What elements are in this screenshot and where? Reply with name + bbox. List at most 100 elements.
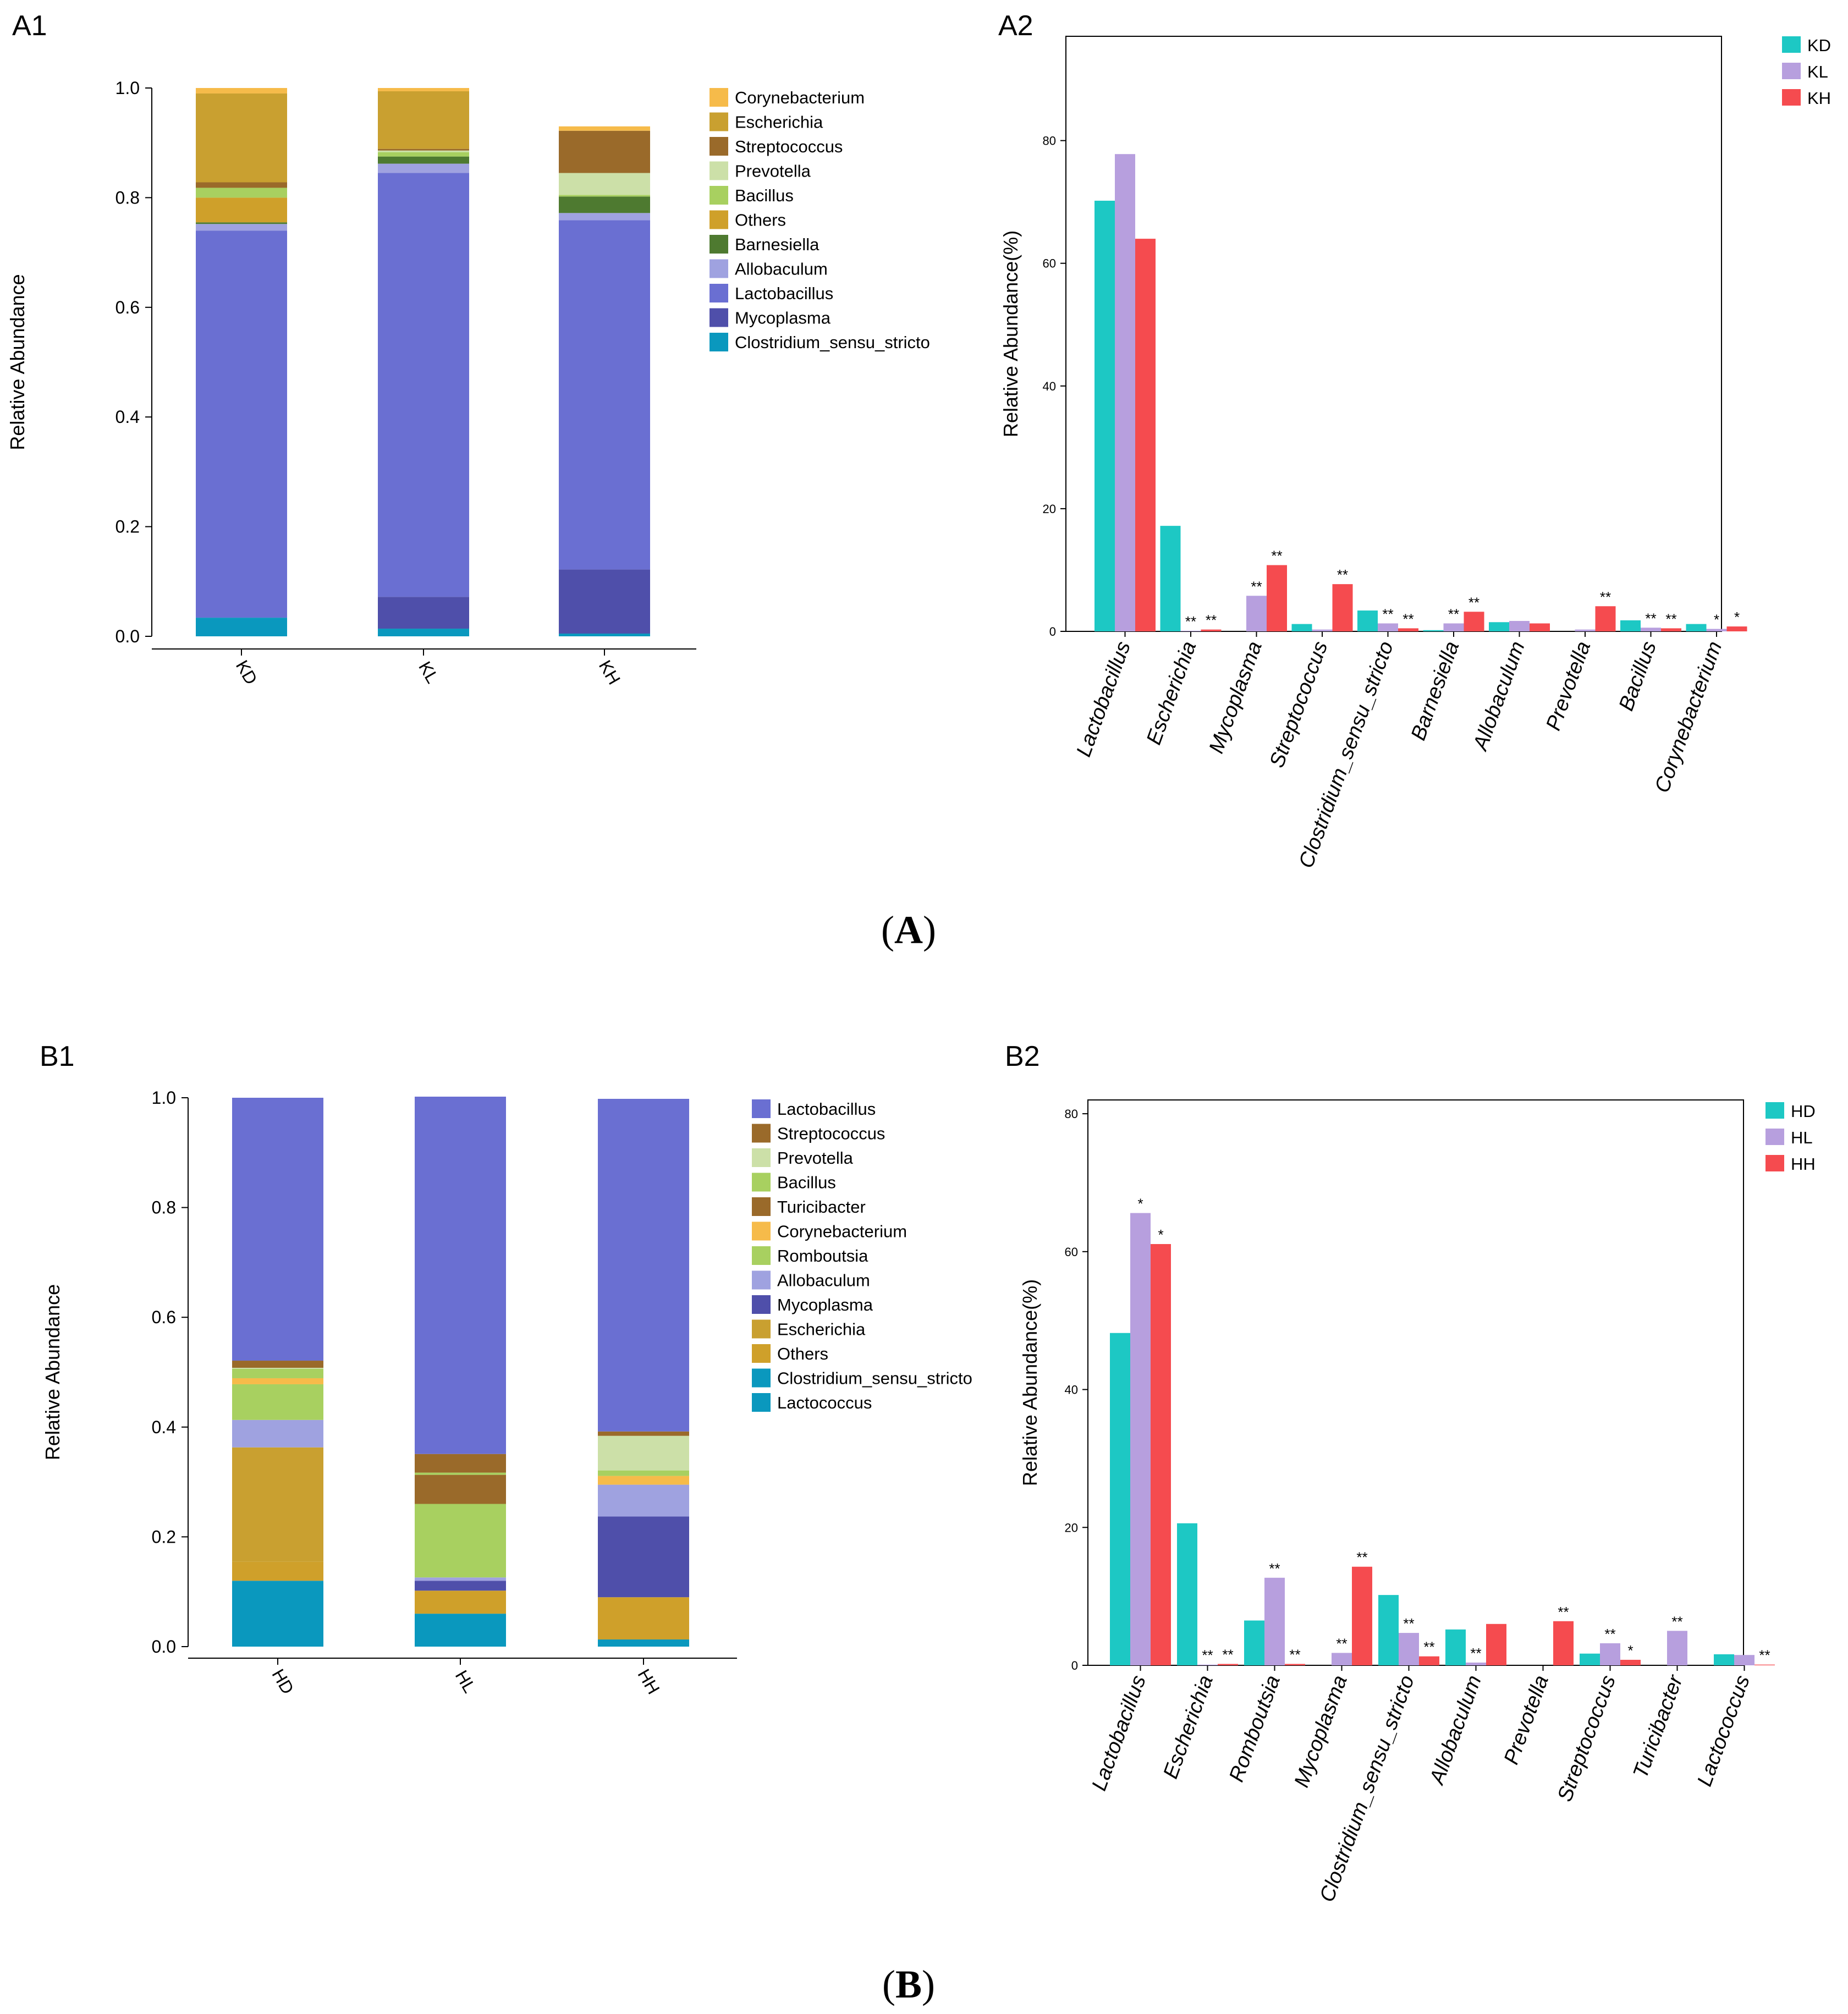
b1-legend-swatch-bacillus — [752, 1173, 771, 1192]
a2-y-tick-label: 0 — [1049, 625, 1056, 639]
b2-bar-lactococcus-hd — [1714, 1654, 1734, 1665]
b1-legend-swatch-streptococcus — [752, 1124, 771, 1143]
a1-legend-label-corynebacterium: Corynebacterium — [735, 88, 865, 107]
a1-bar-kh-allobaculum — [559, 213, 650, 221]
b1-bar-hh-clostridium-sensu-stricto — [598, 1639, 689, 1647]
b2-sig-escherichia-hl: ** — [1202, 1647, 1213, 1664]
a2-bar-corynebacterium-kh — [1726, 626, 1747, 631]
a1-legend-label-clostridium-sensu-stricto: Clostridium_sensu_stricto — [735, 333, 930, 352]
b1-legend-swatch-romboutsia — [752, 1246, 771, 1265]
a2-bar-streptococcus-kd — [1291, 624, 1312, 631]
b2-bar-lactobacillus-hd — [1110, 1333, 1130, 1665]
b1-legend-label-bacillus: Bacillus — [777, 1173, 836, 1192]
a2-y-tick-label: 80 — [1043, 134, 1056, 148]
a1-bar-kl-corynebacterium — [378, 88, 469, 91]
a2-legend-label-kl: KL — [1807, 62, 1828, 81]
b1-legend-label-prevotella: Prevotella — [777, 1148, 854, 1168]
a2-bar-clostridium-sensu-stricto-kl — [1378, 623, 1398, 631]
a2-bar-clostridium-sensu-stricto-kh — [1398, 628, 1418, 631]
a1-y-axis-title: Relative Abundance — [6, 274, 29, 450]
b1-legend-label-clostridium-sensu-stricto: Clostridium_sensu_stricto — [777, 1369, 972, 1388]
a1-bar-kh-barnesiella — [559, 196, 650, 213]
a1-bar-kl-escherichia — [378, 91, 469, 149]
b1-legend-label-corynebacterium: Corynebacterium — [777, 1222, 907, 1241]
a1-y-tick-label: 0.8 — [116, 188, 140, 207]
a1-bar-kl-prevotella — [378, 150, 469, 152]
b1-legend-swatch-lactococcus — [752, 1393, 771, 1412]
a2-bar-mycoplasma-kh — [1267, 565, 1287, 631]
figure-label-a-letter: A — [894, 908, 923, 952]
b2-x-tick-label: Turicibacter — [1629, 1671, 1688, 1781]
b1-y-tick-label: 0.4 — [152, 1417, 176, 1437]
a1-y-tick-label: 0.6 — [116, 298, 140, 317]
b2-bar-streptococcus-hh — [1620, 1659, 1641, 1665]
b2-bar-romboutsia-hh — [1285, 1664, 1305, 1665]
a1-legend-swatch-others — [710, 210, 728, 229]
a2-bar-bacillus-kd — [1620, 620, 1641, 631]
b2-sig-streptococcus-hh: * — [1627, 1642, 1633, 1659]
b2-x-tick-label: Lactobacillus — [1087, 1672, 1151, 1794]
a1-bar-kl-clostridium-sensu-stricto — [378, 629, 469, 636]
b1-legend-label-romboutsia: Romboutsia — [777, 1246, 868, 1265]
a2-bar-streptococcus-kl — [1312, 629, 1333, 631]
a2-bar-escherichia-kh — [1201, 629, 1222, 631]
b2-legend-swatch-hl — [1766, 1129, 1784, 1145]
b2-bar-prevotella-hh — [1553, 1621, 1574, 1665]
b2-y-tick-label: 80 — [1065, 1107, 1078, 1121]
a1-bar-kl-bacillus — [378, 152, 469, 157]
b2-bar-lactobacillus-hh — [1151, 1244, 1171, 1665]
a2-sig-corynebacterium-kl: * — [1714, 612, 1719, 628]
b2-sig-clostridium-sensu-stricto-hl: ** — [1403, 1615, 1414, 1632]
a1-bar-kd-lactobacillus — [196, 230, 287, 618]
a1-bar-kh-lactobacillus — [559, 220, 650, 570]
b1-legend-label-mycoplasma: Mycoplasma — [777, 1295, 873, 1314]
a2-legend-swatch-kl — [1782, 63, 1801, 79]
b2-x-tick-label: Allobaculum — [1425, 1672, 1486, 1789]
b2-x-tick-label: Prevotella — [1500, 1672, 1553, 1768]
panel-label-b1: B1 — [40, 1041, 75, 1072]
b2-bar-allobaculum-hh — [1486, 1624, 1506, 1665]
a2-legend-swatch-kh — [1782, 89, 1801, 106]
b1-legend-label-streptococcus: Streptococcus — [777, 1124, 885, 1143]
b2-bar-romboutsia-hd — [1244, 1620, 1264, 1665]
a1-bar-kd-streptococcus — [196, 182, 287, 188]
figure-label-b: (B) — [882, 1962, 935, 2006]
a2-x-tick-label: Prevotella — [1542, 639, 1595, 734]
b1-bar-hl-mycoplasma — [415, 1581, 506, 1591]
a1-bar-kh-streptococcus — [559, 130, 650, 173]
a1-x-tick-label: KD — [232, 657, 261, 687]
b2-x-tick-label: Escherichia — [1159, 1672, 1218, 1782]
b2-bar-romboutsia-hl — [1264, 1577, 1285, 1665]
b2-sig-lactobacillus-hh: * — [1158, 1226, 1163, 1243]
b1-bar-hl-lactobacillus — [415, 1097, 506, 1454]
a1-legend-label-bacillus: Bacillus — [735, 186, 794, 205]
a2-y-tick-label: 60 — [1043, 257, 1056, 271]
a1-bar-kh-mycoplasma — [559, 569, 650, 634]
a2-bar-bacillus-kl — [1641, 628, 1661, 631]
b1-bar-hd-corynebacterium — [232, 1378, 323, 1384]
a2-sig-mycoplasma-kl: ** — [1251, 578, 1262, 595]
a1-legend-swatch-mycoplasma — [710, 308, 728, 327]
a2-y-tick-label: 40 — [1043, 379, 1056, 393]
b1-bar-hh-prevotella — [598, 1435, 689, 1471]
b1-bar-hl-allobaculum — [415, 1577, 506, 1581]
a2-sig-streptococcus-kh: ** — [1337, 566, 1348, 583]
b1-legend-label-lactococcus: Lactococcus — [777, 1393, 872, 1412]
a2-sig-corynebacterium-kh: * — [1734, 609, 1740, 625]
a1-bar-kh-prevotella — [559, 173, 650, 195]
b1-bar-hl-streptococcus — [415, 1454, 506, 1473]
b1-y-tick-label: 1.0 — [152, 1088, 176, 1108]
chart-b1: 0.0 0.2 0.4 0.6 0.8 1.0 Relative Abundance HD HL… — [41, 1088, 972, 1698]
a2-bar-prevotella-kl — [1575, 629, 1596, 631]
b2-bar-lactococcus-hl — [1734, 1655, 1755, 1665]
a2-x-tick-label: Mycoplasma — [1205, 639, 1267, 757]
a2-bar-prevotella-kh — [1595, 606, 1616, 631]
b1-bar-hh-corynebacterium — [598, 1476, 689, 1485]
a2-sig-clostridium-sensu-stricto-kl: ** — [1382, 606, 1393, 622]
b2-y-tick-label: 20 — [1065, 1521, 1078, 1534]
b2-bar-clostridium-sensu-stricto-hh — [1419, 1656, 1439, 1665]
a2-y-axis-title: Relative Abundance(%) — [999, 230, 1022, 437]
b2-bar-allobaculum-hl — [1466, 1662, 1486, 1665]
a1-legend-swatch-clostridium-sensu-stricto — [710, 333, 728, 351]
b2-sig-lactobacillus-hl: * — [1137, 1196, 1143, 1212]
